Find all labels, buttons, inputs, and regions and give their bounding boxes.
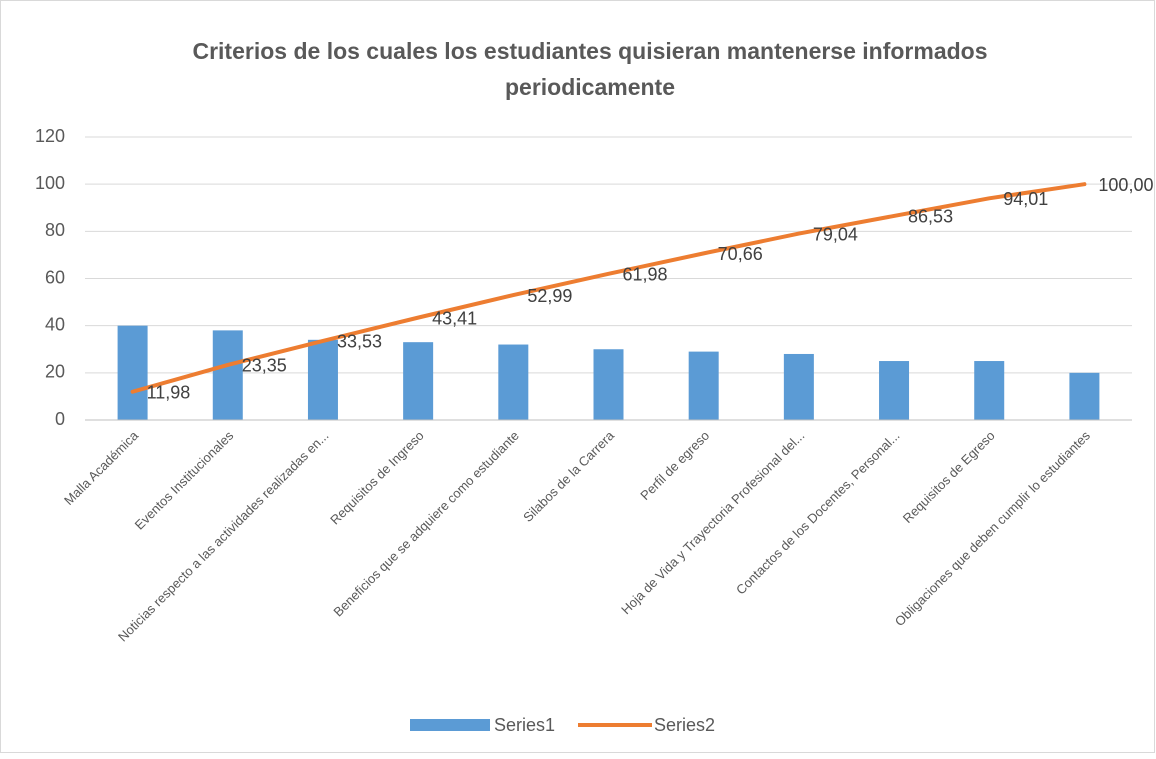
legend-label: Series1: [494, 715, 555, 735]
y-tick-label: 0: [55, 409, 65, 429]
bar: [307, 339, 338, 420]
data-label: 61,98: [623, 265, 668, 285]
line: [130, 182, 1087, 394]
bar: [879, 361, 910, 420]
bar: [117, 325, 148, 420]
data-label: 79,04: [813, 224, 858, 244]
data-label: 43,41: [432, 308, 477, 328]
y-tick-label: 100: [35, 173, 65, 193]
data-label: 11,98: [147, 382, 191, 402]
data-label: 33,53: [337, 332, 382, 352]
data-label: 86,53: [908, 207, 953, 227]
data-label: 94,01: [1003, 189, 1048, 209]
bar: [974, 361, 1005, 420]
chart-title: Criterios de los cuales los estudiantes …: [192, 38, 987, 64]
legend-label: Series2: [654, 715, 715, 735]
bar: [498, 344, 529, 420]
data-label: 52,99: [527, 286, 572, 306]
bar: [688, 351, 719, 420]
bar: [403, 342, 434, 420]
y-tick-label: 120: [35, 126, 65, 146]
data-label: 70,66: [718, 244, 763, 264]
y-tick-label: 20: [45, 362, 65, 382]
bar: [783, 353, 814, 420]
bar: [212, 330, 243, 420]
bar: [593, 349, 624, 420]
legend-swatch: [410, 719, 490, 731]
data-label: 100,00: [1098, 175, 1153, 195]
chart-title: periodicamente: [505, 74, 675, 100]
data-label: 23,35: [242, 356, 287, 376]
y-tick-label: 60: [45, 267, 65, 287]
bar: [1069, 372, 1100, 420]
y-tick-label: 40: [45, 314, 65, 334]
y-tick-label: 80: [45, 220, 65, 240]
